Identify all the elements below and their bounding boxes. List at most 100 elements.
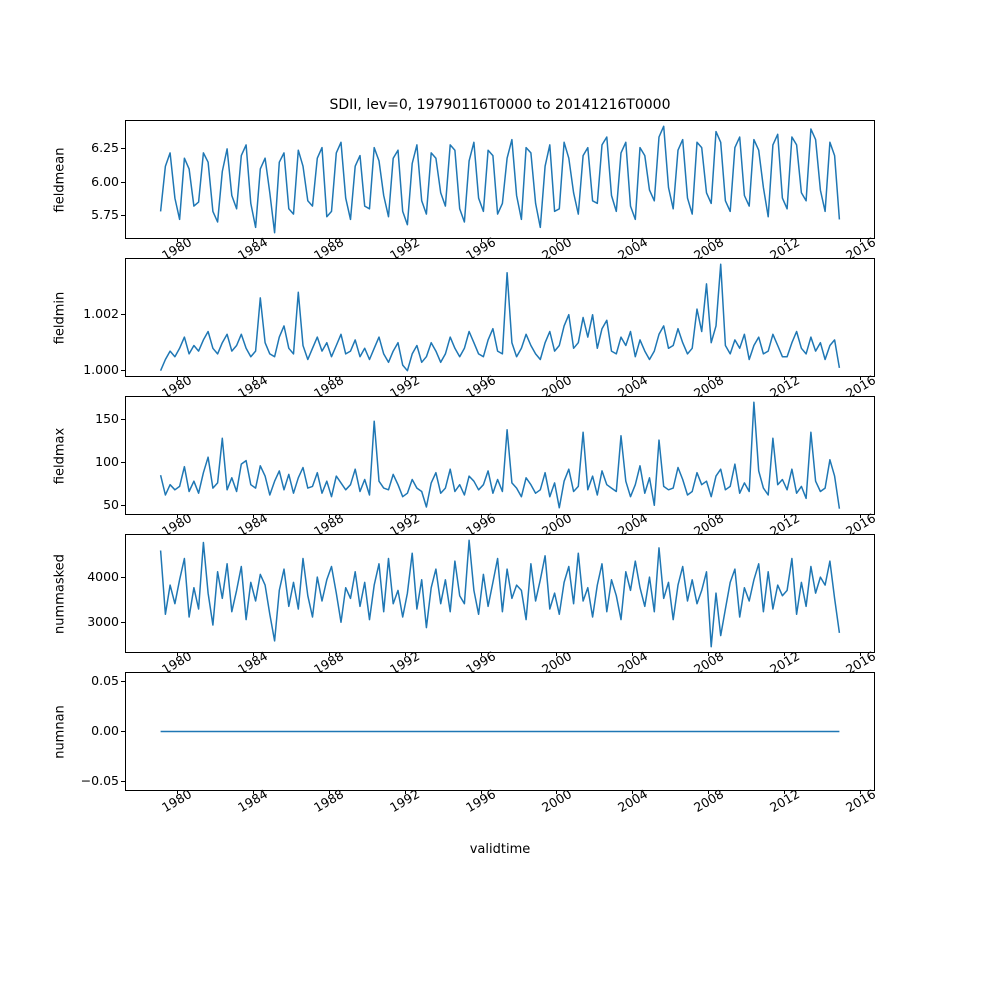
x-tick-mark [404, 238, 406, 242]
x-tick-mark [176, 790, 178, 794]
x-tick-mark [480, 514, 482, 518]
x-tick-mark [860, 376, 862, 380]
x-tick-mark [252, 514, 254, 518]
x-tick-mark [556, 376, 558, 380]
y-tick-label: 6.00 [91, 173, 119, 189]
subplot-fieldmean: fieldmean 5.75 6.00 6.25 1980 1984 1988 1992 199… [53, 120, 878, 263]
y-tick-label: 5.75 [91, 206, 119, 222]
x-tick-mark [176, 376, 178, 380]
x-tick-mark [328, 514, 330, 518]
y-tick-mark [121, 680, 125, 682]
x-tick-label: 2008 [690, 786, 726, 816]
line-series-numnan [160, 730, 840, 733]
y-tick-mark [121, 214, 125, 216]
x-tick-mark [784, 652, 786, 656]
line-series-nummasked [159, 539, 841, 648]
y-tick-label: 50 [103, 496, 119, 512]
x-tick-mark [708, 790, 710, 794]
x-tick-mark [328, 652, 330, 656]
y-tick-mark [121, 314, 125, 316]
y-tick-label: 6.25 [91, 140, 119, 156]
subplot-fieldmax: fieldmax 50 100 150 1980 1984 1988 1992 1996 2000… [53, 396, 878, 539]
y-tick-label: 4000 [87, 569, 119, 585]
x-tick-mark [708, 652, 710, 656]
line-series-fieldmean [159, 125, 841, 234]
x-tick-mark [556, 238, 558, 242]
y-tick-mark [121, 148, 125, 150]
chart-title: SDII, lev=0, 19790116T0000 to 20141216T0… [329, 97, 671, 113]
x-tick-mark [860, 514, 862, 518]
x-tick-mark [252, 238, 254, 242]
x-tick-mark [784, 238, 786, 242]
line-series-fieldmin [159, 263, 841, 372]
y-tick-mark [121, 621, 125, 623]
y-tick-label: 3000 [87, 613, 119, 629]
x-tick-mark [708, 376, 710, 380]
x-tick-mark [252, 790, 254, 794]
y-tick-mark [121, 731, 125, 732]
y-tick-label: 1.002 [83, 306, 119, 322]
x-tick-label: 1988 [311, 786, 347, 816]
y-tick-label: −0.05 [80, 773, 119, 789]
x-tick-mark [632, 238, 634, 242]
x-tick-mark [556, 652, 558, 656]
x-tick-mark [860, 790, 862, 794]
y-tick-mark [121, 577, 125, 579]
x-tick-mark [404, 376, 406, 380]
x-tick-mark [708, 514, 710, 518]
series-line [159, 125, 841, 234]
y-tick-mark [121, 370, 125, 372]
y-tick-mark [121, 418, 125, 420]
x-tick-mark [176, 514, 178, 518]
x-tick-label: 1992 [387, 786, 423, 816]
y-tick-label: 100 [95, 453, 119, 469]
subplot-nummasked: nummasked 3000 4000 1980 1984 1988 1992 1996 200… [53, 534, 878, 677]
y-tick-mark [121, 181, 125, 183]
x-tick-mark [404, 790, 406, 794]
x-tick-mark [480, 652, 482, 656]
x-tick-mark [176, 238, 178, 242]
y-tick-label: 0.05 [91, 672, 119, 688]
x-tick-mark [404, 514, 406, 518]
series-line [159, 401, 841, 509]
x-axis-label: validtime [469, 842, 531, 857]
x-tick-mark [252, 376, 254, 380]
x-tick-mark [176, 652, 178, 656]
y-tick-mark [121, 781, 125, 783]
y-tick-label: 150 [95, 410, 119, 426]
x-tick-mark [708, 238, 710, 242]
x-tick-mark [632, 652, 634, 656]
x-tick-mark [784, 790, 786, 794]
x-tick-mark [860, 238, 862, 242]
x-tick-mark [404, 652, 406, 656]
x-tick-mark [556, 514, 558, 518]
x-tick-label: 2016 [842, 786, 878, 816]
x-tick-mark [556, 790, 558, 794]
series-line [159, 263, 841, 372]
x-tick-label: 2012 [766, 786, 802, 816]
x-tick-label: 1996 [463, 786, 499, 816]
x-tick-mark [328, 790, 330, 794]
x-tick-mark [252, 652, 254, 656]
x-tick-mark [632, 790, 634, 794]
subplot-fieldmin: fieldmin 1.000 1.002 1980 1984 1988 1992 1996 20… [53, 258, 878, 401]
x-tick-mark [632, 514, 634, 518]
line-series-fieldmax [159, 401, 841, 509]
y-tick-mark [121, 504, 125, 506]
x-tick-mark [480, 790, 482, 794]
x-tick-label: 1984 [235, 786, 271, 816]
x-tick-mark [328, 238, 330, 242]
x-tick-mark [480, 238, 482, 242]
x-tick-mark [784, 514, 786, 518]
x-tick-label: 2000 [539, 786, 575, 816]
y-tick-label: 1.000 [83, 362, 119, 378]
x-tick-mark [480, 376, 482, 380]
y-tick-mark [121, 461, 125, 463]
x-tick-mark [328, 376, 330, 380]
series-line [159, 539, 841, 648]
x-tick-label: 2004 [614, 786, 651, 816]
x-tick-mark [632, 376, 634, 380]
y-tick-label: 0.00 [91, 723, 119, 738]
subplot-numnan: numnan −0.05 0.00 0.05 1980 1984 1988 1992 1996 2… [53, 672, 878, 815]
